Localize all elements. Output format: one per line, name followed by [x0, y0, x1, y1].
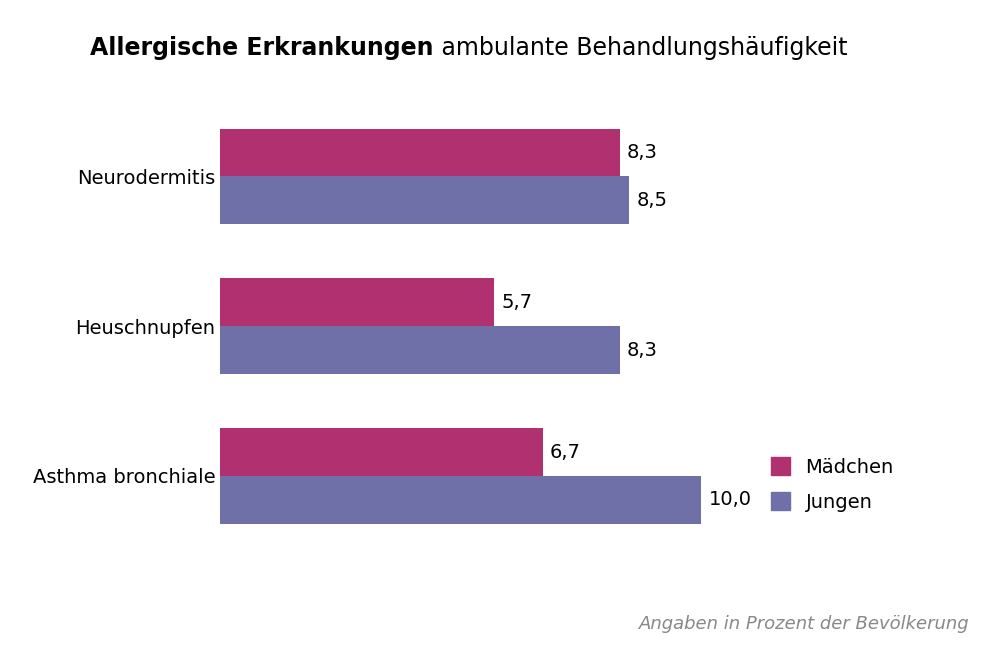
Bar: [220, 177, 629, 224]
Bar: [220, 278, 494, 326]
Text: 8,3: 8,3: [627, 143, 658, 162]
Bar: [220, 129, 620, 177]
Text: 6,7: 6,7: [550, 442, 581, 461]
Text: 8,3: 8,3: [627, 341, 658, 360]
Bar: [220, 476, 701, 524]
Text: Angaben in Prozent der Bevölkerung: Angaben in Prozent der Bevölkerung: [639, 615, 970, 633]
Text: 10,0: 10,0: [709, 490, 752, 509]
Legend: Mädchen, Jungen: Mädchen, Jungen: [763, 449, 902, 519]
Bar: [220, 428, 543, 476]
Text: 8,5: 8,5: [636, 191, 667, 210]
Text: Allergische Erkrankungen: Allergische Erkrankungen: [90, 36, 434, 60]
Text: ambulante Behandlungshäufigkeit: ambulante Behandlungshäufigkeit: [434, 36, 847, 60]
Bar: [220, 326, 620, 374]
Text: 5,7: 5,7: [502, 293, 533, 312]
